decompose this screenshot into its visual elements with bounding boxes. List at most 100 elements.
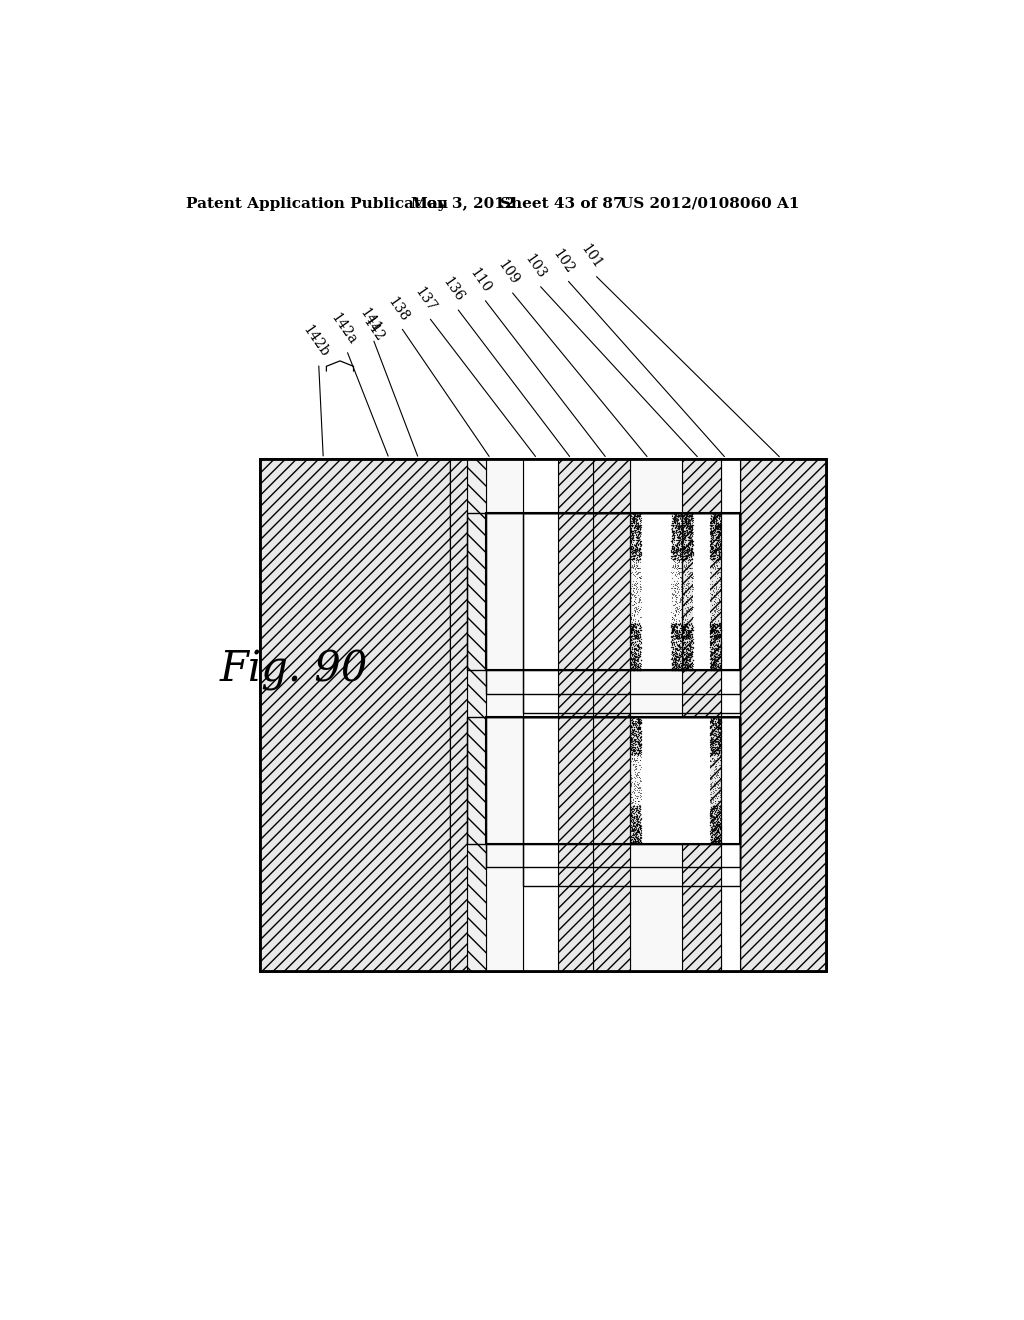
- Point: [628, 818, 644, 840]
- Point: [702, 729, 719, 750]
- Point: [628, 797, 644, 818]
- Point: [669, 533, 685, 554]
- Point: [683, 504, 699, 525]
- Point: [672, 520, 688, 541]
- Point: [623, 787, 639, 808]
- Point: [707, 557, 723, 578]
- Point: [678, 649, 694, 671]
- Point: [681, 573, 697, 594]
- Point: [673, 587, 689, 609]
- Point: [673, 531, 689, 552]
- Point: [672, 524, 688, 545]
- Point: [626, 545, 642, 566]
- Point: [673, 506, 689, 527]
- Point: [632, 783, 648, 804]
- Point: [684, 578, 700, 599]
- Point: [666, 523, 682, 544]
- Point: [667, 577, 683, 598]
- Point: [709, 581, 725, 602]
- Point: [670, 544, 686, 565]
- Point: [632, 817, 648, 838]
- Point: [632, 771, 648, 792]
- Point: [707, 624, 723, 645]
- Point: [678, 574, 694, 595]
- Point: [680, 597, 696, 618]
- Point: [629, 649, 645, 671]
- Point: [707, 722, 723, 743]
- Point: [632, 797, 648, 818]
- Point: [623, 792, 639, 813]
- Point: [630, 729, 646, 750]
- Point: [622, 718, 638, 739]
- Point: [628, 507, 644, 528]
- Point: [672, 557, 688, 578]
- Point: [711, 528, 727, 549]
- Point: [671, 510, 687, 531]
- Point: [703, 772, 720, 793]
- Point: [631, 515, 647, 536]
- Point: [667, 597, 683, 618]
- Point: [632, 643, 648, 664]
- Point: [682, 511, 698, 532]
- Bar: [682, 512, 721, 671]
- Point: [624, 820, 640, 841]
- Point: [684, 586, 700, 607]
- Point: [665, 546, 681, 568]
- Point: [632, 737, 648, 758]
- Point: [623, 800, 639, 821]
- Text: 138: 138: [384, 294, 411, 323]
- Point: [703, 515, 720, 536]
- Point: [669, 572, 685, 593]
- Point: [632, 533, 648, 554]
- Point: [685, 510, 701, 531]
- Point: [707, 508, 723, 529]
- Point: [710, 656, 726, 677]
- Point: [626, 550, 642, 572]
- Point: [675, 618, 691, 639]
- Point: [683, 507, 699, 528]
- Point: [710, 597, 726, 618]
- Point: [629, 525, 645, 546]
- Point: [708, 750, 724, 771]
- Point: [625, 527, 641, 548]
- Point: [707, 653, 723, 675]
- Point: [708, 797, 724, 818]
- Point: [625, 801, 641, 822]
- Point: [676, 618, 692, 639]
- Point: [713, 737, 729, 758]
- Point: [678, 590, 694, 611]
- Point: [627, 828, 643, 849]
- Point: [629, 804, 645, 825]
- Point: [680, 553, 696, 574]
- Point: [632, 808, 648, 829]
- Point: [668, 539, 684, 560]
- Point: [706, 517, 722, 539]
- Point: [680, 574, 696, 595]
- Point: [707, 816, 723, 837]
- Point: [633, 566, 649, 587]
- Point: [710, 718, 726, 739]
- Point: [673, 578, 689, 599]
- Point: [676, 632, 692, 653]
- Point: [632, 713, 648, 734]
- Point: [713, 814, 729, 836]
- Point: [702, 619, 719, 640]
- Point: [666, 602, 682, 623]
- Point: [710, 634, 726, 655]
- Point: [712, 531, 728, 552]
- Point: [622, 574, 638, 595]
- Point: [665, 643, 681, 664]
- Point: [683, 506, 699, 527]
- Point: [671, 578, 687, 599]
- Point: [624, 719, 640, 741]
- Point: [674, 531, 690, 552]
- Point: [710, 562, 726, 583]
- Point: [626, 642, 642, 663]
- Point: [705, 647, 721, 668]
- Point: [626, 817, 642, 838]
- Point: [711, 733, 727, 754]
- Point: [706, 543, 722, 564]
- Point: [705, 818, 721, 840]
- Point: [623, 652, 639, 673]
- Point: [708, 721, 724, 742]
